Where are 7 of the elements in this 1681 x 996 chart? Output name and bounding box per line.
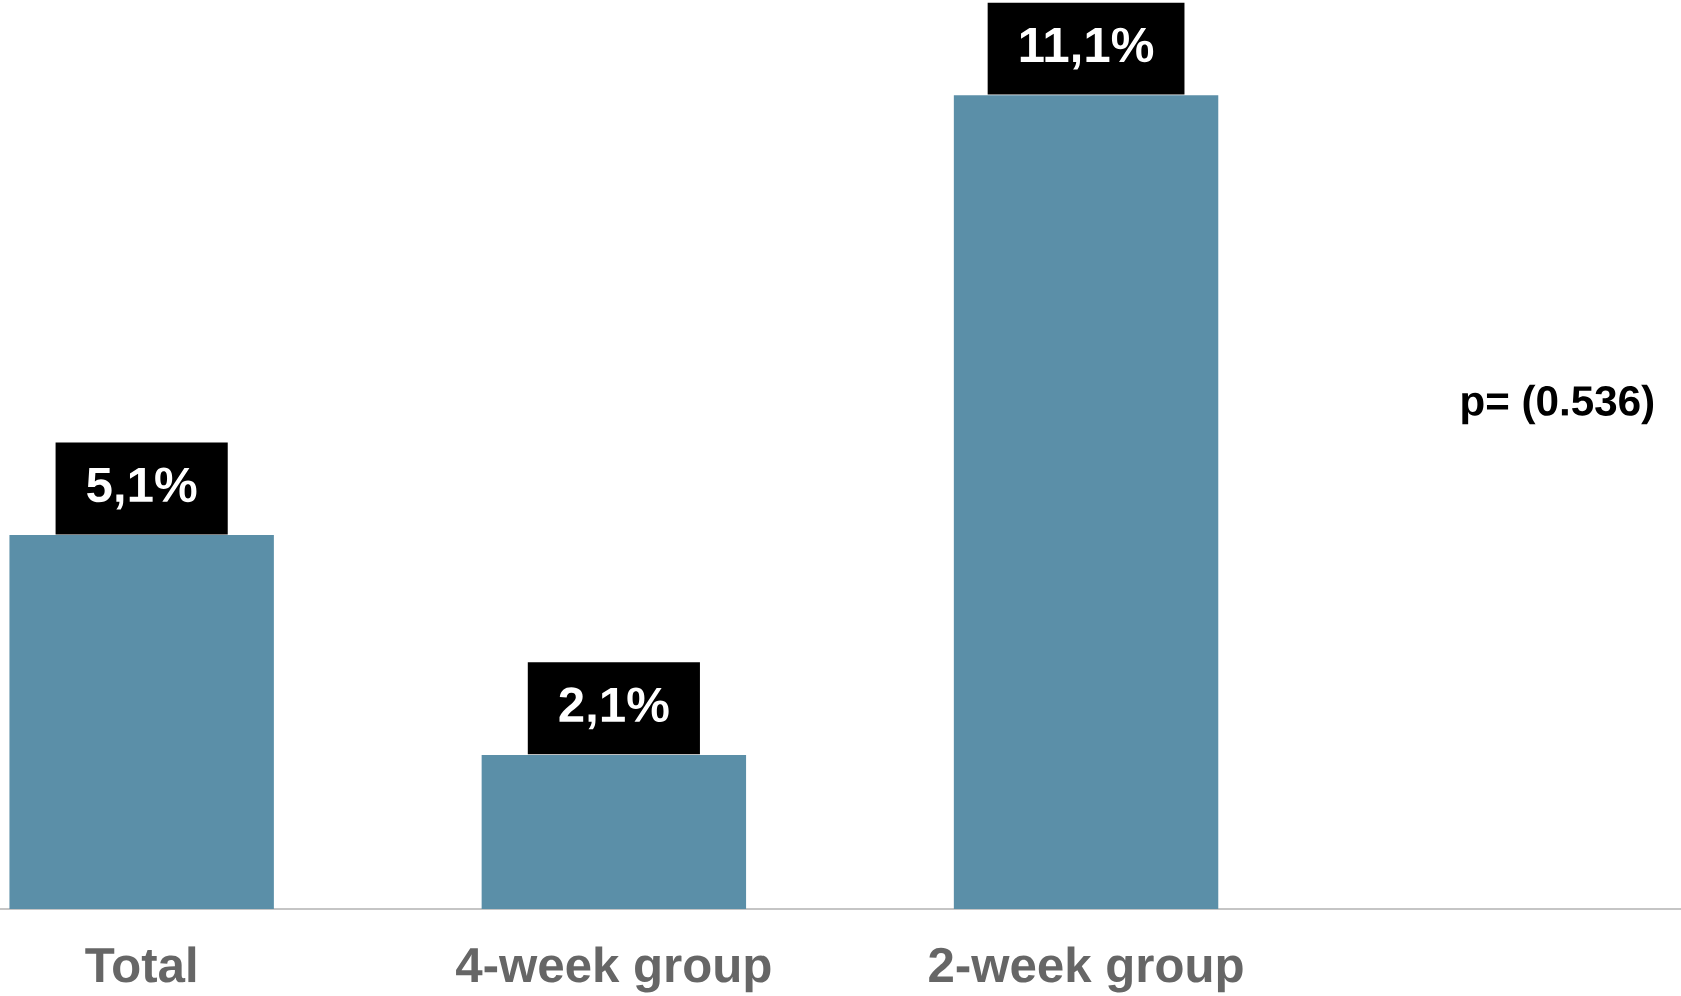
x-tick-label: 2-week group (929, 946, 1243, 993)
x-tick-label: 4-week group (456, 946, 771, 993)
data-label: 11,1% (1020, 27, 1154, 70)
data-label: 5,1% (87, 467, 197, 510)
data-label: 2,1% (559, 687, 669, 730)
annotation: p= (0.536) (1462, 384, 1654, 425)
x-tick-label: Total (85, 946, 196, 983)
